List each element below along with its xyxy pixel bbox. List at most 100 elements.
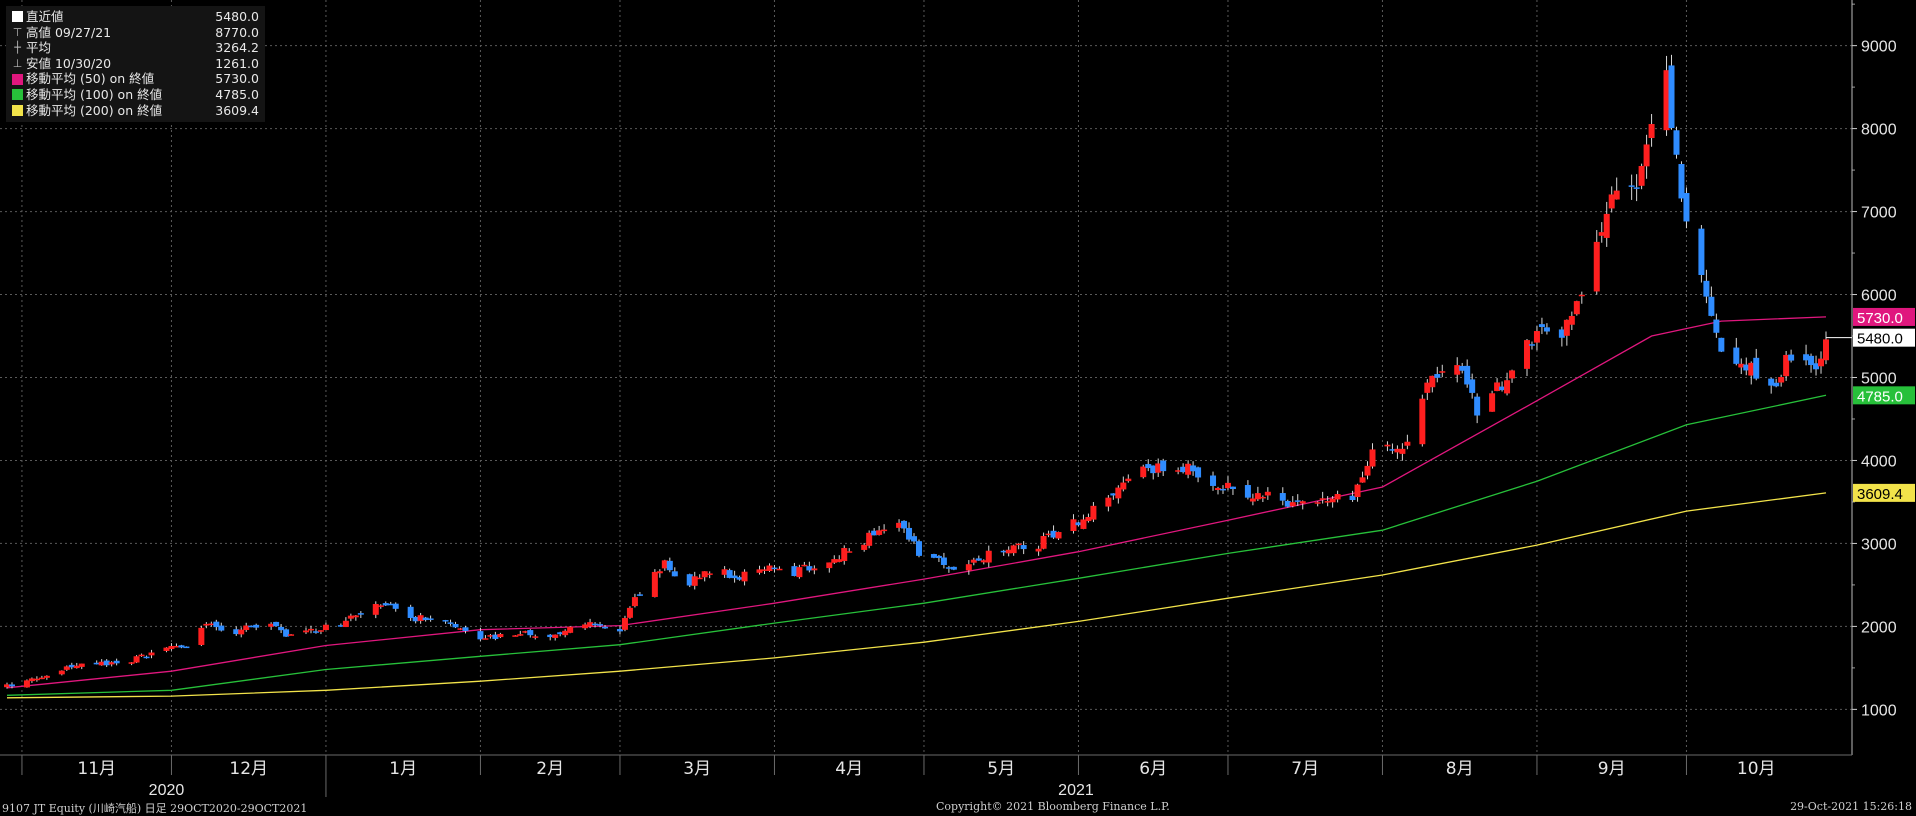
candle-body xyxy=(517,634,524,636)
candle-body xyxy=(1105,497,1112,507)
candle-body xyxy=(965,564,972,571)
month-label: 8月 xyxy=(1446,759,1474,779)
candle-body xyxy=(1568,315,1575,325)
candle-body xyxy=(1558,329,1565,338)
candle-body xyxy=(28,678,35,682)
candle-body xyxy=(616,628,623,632)
candle-body xyxy=(1070,519,1077,532)
candle-body xyxy=(422,617,429,621)
last-price-tag xyxy=(1853,328,1915,347)
candle-body xyxy=(462,627,469,631)
candle-body xyxy=(138,654,145,657)
candle-body xyxy=(1743,364,1750,371)
month-label: 5月 xyxy=(987,759,1015,779)
candle-body xyxy=(1638,166,1645,186)
candle-body xyxy=(1110,493,1117,496)
candle-body xyxy=(1803,354,1810,361)
candle-body xyxy=(1768,378,1775,386)
candle-body xyxy=(1090,505,1097,520)
candle-body xyxy=(1608,194,1615,209)
candle-body xyxy=(1299,501,1306,504)
candle-body xyxy=(1000,550,1007,553)
candle-body xyxy=(861,544,868,550)
candle-body xyxy=(487,635,494,637)
candle-body xyxy=(1294,500,1301,502)
candle-body xyxy=(950,566,957,570)
legend-label: 安値 10/30/20 xyxy=(26,55,112,71)
legend-value: 5730.0 xyxy=(215,71,259,87)
candle-body xyxy=(1708,296,1715,316)
candle-body xyxy=(1818,358,1825,367)
candle-body xyxy=(1753,357,1760,379)
candle-body xyxy=(666,560,673,571)
candle-body xyxy=(1788,354,1795,361)
candle-body xyxy=(377,605,384,607)
candle-body xyxy=(8,684,15,687)
candle-body xyxy=(656,571,663,574)
axis-value-tag xyxy=(1853,386,1915,405)
candle-body xyxy=(1020,545,1027,550)
footer-copyright: Copyright© 2021 Bloomberg Finance L.P. xyxy=(936,800,1170,813)
chart-axes: 1000 2000 3000 4000 5000 6000 7000 8000 9000 11月 1… xyxy=(0,0,1915,799)
ma50-swatch xyxy=(12,73,23,85)
candle-body xyxy=(253,624,260,628)
moving-average-lines xyxy=(6,316,1827,699)
legend-value: 8770.0 xyxy=(215,24,259,40)
candle-body xyxy=(1543,327,1550,332)
last-price-tag-label: 5480.0 xyxy=(1857,331,1903,348)
candle-body xyxy=(233,629,240,635)
candle-body xyxy=(876,530,883,535)
candle-body xyxy=(1603,213,1610,238)
last-price-swatch xyxy=(12,11,23,23)
candle-body xyxy=(1533,331,1540,343)
candle-body xyxy=(970,559,977,563)
candle-body xyxy=(73,665,80,669)
candle-body xyxy=(532,636,539,638)
candle-body xyxy=(108,662,115,665)
candle-body xyxy=(1329,498,1336,503)
candle-body xyxy=(1648,124,1655,139)
candle-body xyxy=(906,527,913,540)
candle-body xyxy=(352,615,359,618)
candle-body xyxy=(58,670,65,675)
candle-body xyxy=(113,660,120,664)
candle-body xyxy=(836,559,843,562)
footer-ticker: 9107 JT Equity (川崎汽船) 日足 29OCT2020-29OCT… xyxy=(2,802,308,815)
candle-body xyxy=(1643,144,1650,167)
moving-average-line xyxy=(6,316,1827,689)
candle-body xyxy=(427,618,434,620)
candle-body xyxy=(278,626,285,631)
candle-body xyxy=(1080,519,1087,529)
candle-body xyxy=(592,623,599,626)
candle-body xyxy=(1404,441,1411,446)
axis-value-tag xyxy=(1853,483,1915,502)
candle-body xyxy=(1454,365,1461,375)
axis-value-tag xyxy=(1853,307,1915,326)
moving-average-line xyxy=(6,394,1827,696)
candle-body xyxy=(1563,319,1570,336)
legend-item-high: ⊤ 高値 09/27/21 8770.0 xyxy=(10,25,259,41)
candle-body xyxy=(1035,548,1042,552)
candle-body xyxy=(1190,465,1197,472)
candle-body xyxy=(1284,500,1291,507)
candle-body xyxy=(1633,187,1640,189)
ma200-swatch xyxy=(12,104,23,116)
candle-body xyxy=(417,615,424,621)
candle-body xyxy=(621,618,628,630)
candle-body xyxy=(761,569,768,571)
axis-value-tag-label: 3609.4 xyxy=(1857,486,1903,503)
candle-body xyxy=(183,646,190,649)
candle-body xyxy=(203,623,210,626)
candle-body xyxy=(721,569,728,575)
candle-body xyxy=(1593,241,1600,292)
candle-body xyxy=(1598,232,1605,236)
candle-body xyxy=(457,628,464,630)
candle-body xyxy=(696,577,703,580)
candle-body xyxy=(980,560,987,563)
candle-body xyxy=(322,624,329,631)
candle-body xyxy=(452,624,459,628)
legend-value: 5480.0 xyxy=(215,9,259,24)
candle-body xyxy=(43,675,50,678)
candle-body xyxy=(482,638,489,640)
candle-body xyxy=(497,634,504,638)
